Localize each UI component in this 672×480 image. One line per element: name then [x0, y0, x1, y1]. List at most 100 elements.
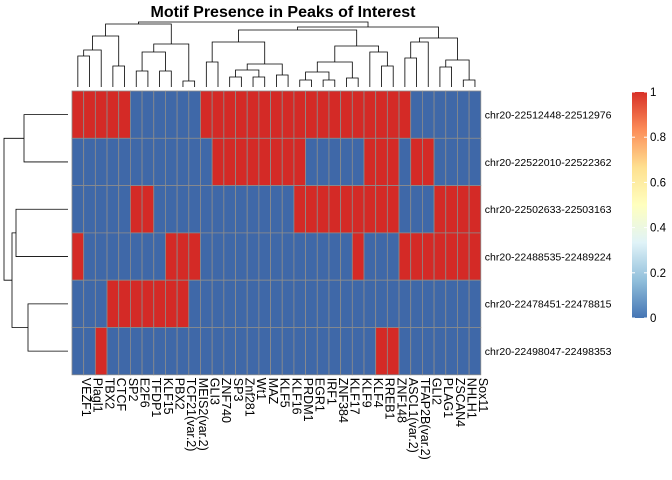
heatmap-cell: [188, 137, 201, 187]
heatmap-cell: [410, 232, 423, 281]
legend-tick-label: 0.8: [650, 132, 666, 144]
heatmap-cell: [340, 185, 353, 234]
dendrogram-branch: [77, 55, 90, 87]
heatmap-cell: [386, 279, 400, 328]
heatmap-cell: [188, 90, 201, 139]
heatmap-cell: [293, 90, 307, 139]
heatmap-cell: [71, 185, 85, 234]
heatmap-cell: [421, 90, 435, 139]
heatmap-cell: [375, 185, 388, 234]
heatmap-cell: [305, 232, 318, 281]
heatmap-cell: [246, 185, 260, 234]
row-label: chr20-22502633-22503163: [485, 204, 612, 216]
chart-title: Motif Presence in Peaks of Interest: [151, 4, 417, 21]
heatmap-cell: [340, 90, 353, 139]
heatmap-cell: [153, 137, 166, 187]
heatmap-cell: [457, 137, 470, 187]
heatmap-cell: [118, 137, 131, 187]
heatmap-cell: [386, 185, 400, 234]
dendrogram-branch: [439, 66, 452, 87]
heatmap-cell: [223, 327, 236, 376]
row-label: chr20-22512448-22512976: [485, 109, 612, 121]
heatmap-cell: [118, 279, 131, 328]
column-label: RREB1: [383, 378, 397, 420]
heatmap-cell: [270, 185, 283, 234]
heatmap-cell: [386, 327, 400, 376]
heatmap-cell: [305, 90, 318, 139]
dendrogram-branch: [15, 208, 68, 257]
dendrogram-branch: [105, 23, 172, 44]
heatmap-cell: [316, 90, 330, 139]
heatmap-cell: [468, 137, 482, 187]
legend-tick-label: 1: [650, 87, 656, 99]
column-label: ZNF148: [394, 378, 408, 423]
heatmap-cell: [153, 327, 166, 376]
column-label: KLF4: [371, 378, 385, 408]
heatmap-cell: [211, 137, 225, 187]
heatmap-cell: [246, 90, 260, 139]
heatmap-cell: [83, 279, 96, 328]
dendrogram-branch: [404, 57, 417, 87]
heatmap-cell: [433, 279, 447, 328]
heatmap-cell: [188, 279, 201, 328]
dendrogram-branch: [246, 63, 283, 75]
column-labels: VEZF1Plagl1TBX2CTCFSP2E2F6TFDP1KLF15PBX2…: [79, 378, 490, 460]
row-dendrogram: [3, 114, 68, 352]
heatmap-cell: [106, 137, 120, 187]
column-label: VEZF1: [79, 378, 93, 417]
heatmap-cell: [106, 90, 120, 139]
heatmap-cell: [270, 137, 283, 187]
heatmap-cell: [211, 232, 225, 281]
heatmap-cell: [398, 232, 412, 281]
heatmap-cell: [421, 137, 435, 187]
heatmap-cell: [468, 232, 482, 281]
heatmap-cell: [328, 90, 342, 139]
heatmap-cell: [71, 90, 85, 139]
heatmap-cell: [363, 137, 377, 187]
heatmap-cell: [375, 90, 388, 139]
heatmap-cell: [118, 327, 131, 376]
column-label: KLF9: [359, 378, 373, 408]
heatmap-cell: [223, 279, 236, 328]
dendrogram-branch: [229, 76, 242, 87]
heatmap-cell: [305, 137, 318, 187]
heatmap-cell: [129, 137, 143, 187]
heatmap-cell: [445, 279, 458, 328]
column-label: PRDM1: [301, 378, 315, 422]
heatmap-cell: [281, 279, 295, 328]
dendrogram-branch: [346, 77, 359, 87]
heatmap-cell: [94, 90, 108, 139]
heatmap-cell: [421, 279, 435, 328]
column-dendrogram: [77, 21, 476, 87]
heatmap-cell: [211, 185, 225, 234]
column-label: Sox11: [476, 378, 490, 413]
heatmap-cell: [83, 327, 96, 376]
heatmap-cell: [141, 327, 155, 376]
heatmap-cell: [433, 90, 447, 139]
dendrogram-branch: [297, 26, 439, 38]
heatmap-cell: [433, 327, 447, 376]
legend-tick-label: 0.6: [650, 177, 666, 189]
legend-tick-label: 0: [650, 313, 656, 325]
heatmap-cell: [457, 90, 470, 139]
column-label: MAZ: [266, 378, 280, 405]
heatmap-cell: [375, 279, 388, 328]
heatmap-cell: [176, 185, 190, 234]
dendrogram-branch: [27, 303, 68, 352]
heatmap-cell: [176, 137, 190, 187]
heatmap-cell: [165, 185, 178, 234]
column-label: KLF16: [289, 378, 303, 415]
heatmap-cell: [433, 137, 447, 187]
heatmap-cell: [223, 137, 236, 187]
column-label: ZNF384: [336, 378, 350, 423]
heatmap-cell: [141, 137, 155, 187]
dendrogram-branch: [235, 69, 260, 77]
heatmap-cell: [258, 232, 271, 281]
column-label: E2F6: [137, 378, 151, 408]
heatmap-cell: [316, 232, 330, 281]
heatmap-cell: [270, 327, 283, 376]
heatmap-cell: [398, 185, 412, 234]
heatmap-cell: [351, 279, 365, 328]
heatmap-cell: [468, 279, 482, 328]
heatmap-cell: [258, 279, 271, 328]
